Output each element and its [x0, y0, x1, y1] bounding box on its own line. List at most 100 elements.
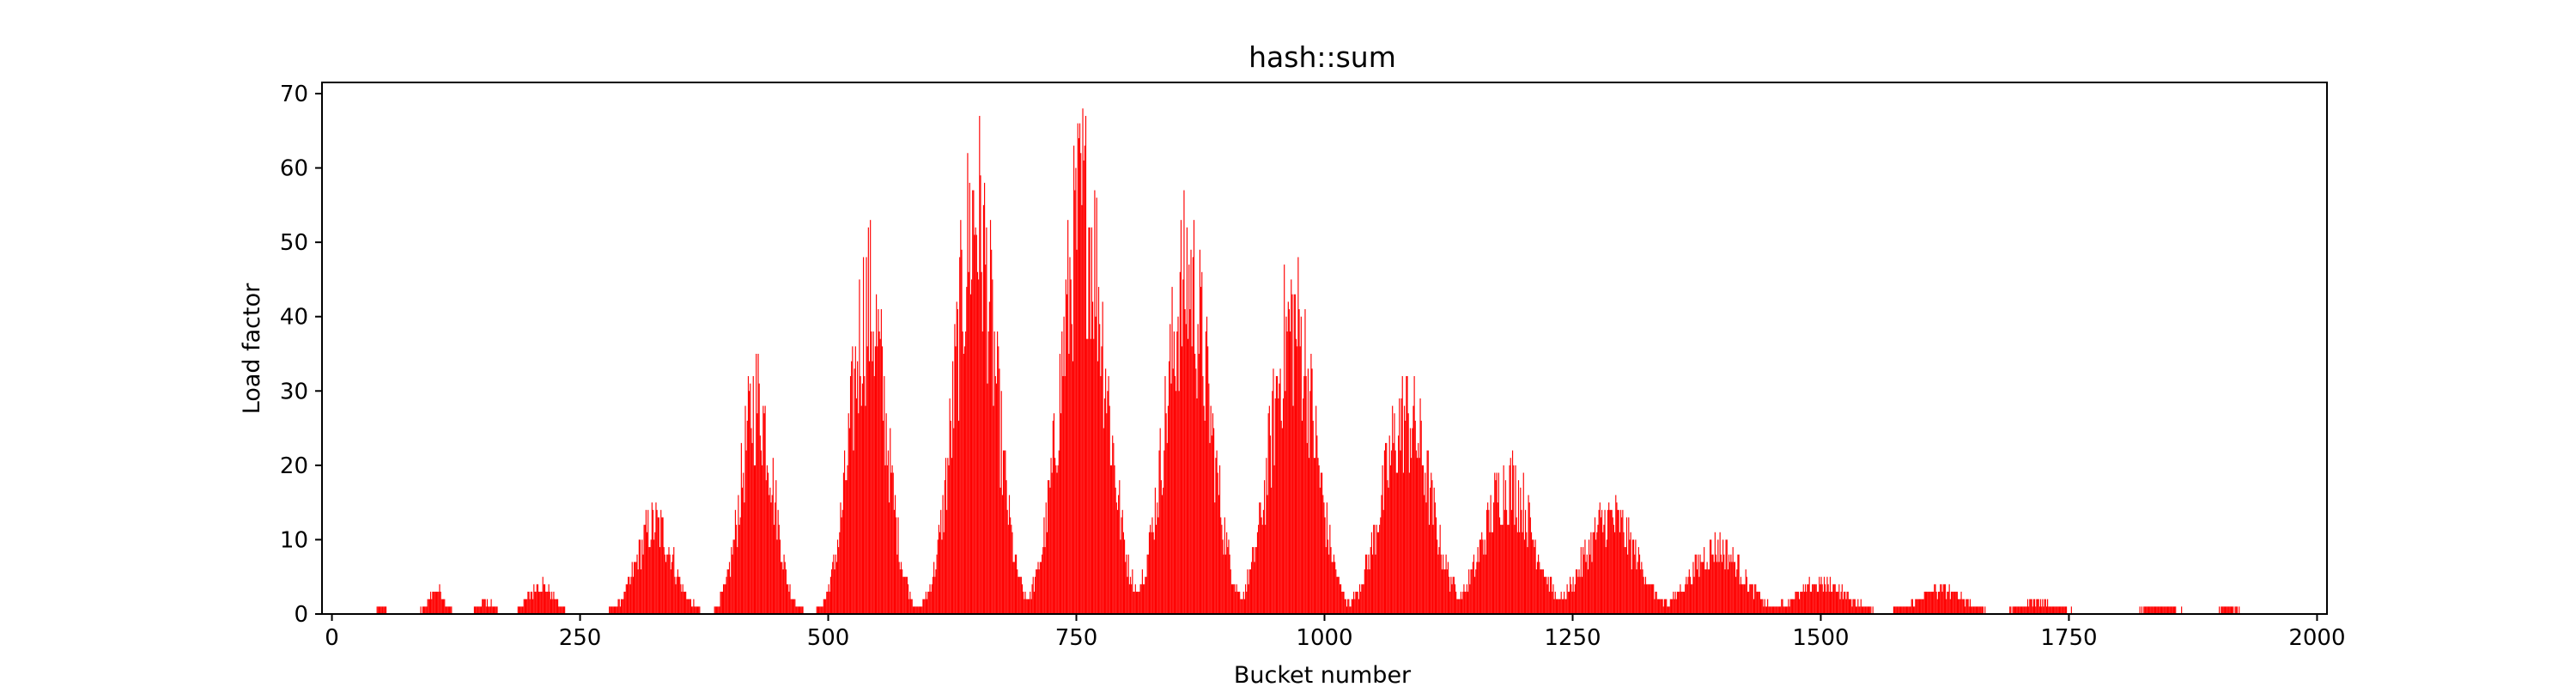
- bar: [488, 606, 489, 614]
- bar: [1953, 592, 1955, 614]
- bar: [1648, 584, 1649, 614]
- bar: [1759, 592, 1760, 614]
- bar: [654, 532, 656, 614]
- bar: [1633, 539, 1635, 614]
- bar: [1033, 592, 1035, 614]
- bar: [425, 606, 427, 614]
- bar: [1716, 562, 1718, 614]
- bar: [490, 599, 492, 614]
- bar: [1220, 517, 1222, 614]
- bar: [1216, 450, 1218, 614]
- bar: [1976, 606, 1978, 614]
- bar: [1202, 375, 1204, 614]
- bar: [2224, 606, 2227, 614]
- bar: [1045, 502, 1047, 614]
- bar: [483, 599, 485, 614]
- bar: [1859, 606, 1861, 614]
- bar: [1393, 442, 1394, 614]
- bar: [2026, 606, 2027, 614]
- bar: [1309, 391, 1311, 614]
- bar: [943, 532, 945, 614]
- bar: [1494, 472, 1496, 614]
- bar: [849, 375, 852, 614]
- bar: [1350, 606, 1352, 614]
- bar: [1254, 562, 1255, 614]
- bar: [757, 353, 759, 614]
- bar: [696, 606, 697, 614]
- bar: [1596, 532, 1598, 614]
- bar: [2228, 606, 2230, 614]
- bar: [1939, 592, 1941, 614]
- bar: [1584, 539, 1586, 614]
- bar: [986, 227, 987, 614]
- bar: [1821, 584, 1823, 614]
- bar: [660, 509, 662, 614]
- bar: [753, 465, 755, 614]
- bar: [1232, 584, 1234, 614]
- bar: [624, 592, 626, 614]
- bar: [1935, 592, 1937, 614]
- bar: [1816, 592, 1819, 614]
- bar: [562, 606, 565, 614]
- bar: [1095, 316, 1097, 614]
- bar: [1529, 517, 1531, 614]
- bar: [1107, 391, 1109, 614]
- bar: [1018, 576, 1020, 614]
- bar: [1082, 108, 1084, 615]
- bar: [1660, 599, 1662, 614]
- bar: [1965, 599, 1967, 614]
- bar: [1540, 569, 1542, 614]
- bar: [1788, 599, 1789, 614]
- bar: [2036, 599, 2038, 614]
- bar: [1408, 472, 1410, 614]
- bar: [905, 576, 907, 614]
- bar: [2063, 606, 2065, 614]
- bar: [378, 606, 380, 614]
- bar: [476, 606, 477, 614]
- bar: [1733, 562, 1735, 614]
- bar: [972, 190, 974, 614]
- bar: [1479, 539, 1482, 614]
- bar: [859, 279, 860, 614]
- bar: [2139, 606, 2141, 614]
- bar: [1686, 584, 1688, 614]
- bar: [1647, 584, 1649, 614]
- bar: [1581, 576, 1583, 614]
- bar: [1744, 584, 1746, 614]
- bar: [739, 517, 741, 614]
- bar: [1625, 547, 1626, 614]
- bar: [855, 398, 858, 614]
- bar: [2236, 606, 2238, 614]
- bar: [1801, 592, 1803, 614]
- bar: [1214, 502, 1216, 614]
- bar: [2164, 606, 2166, 614]
- bar: [2018, 606, 2020, 614]
- bar: [1358, 599, 1359, 614]
- bar: [1777, 606, 1778, 614]
- bar: [1747, 592, 1749, 614]
- bar: [1249, 569, 1250, 614]
- bar: [556, 599, 557, 614]
- bar: [1774, 606, 1776, 614]
- bar: [718, 606, 720, 614]
- bar: [1672, 599, 1674, 614]
- bar: [1093, 338, 1095, 614]
- bar: [1794, 599, 1795, 614]
- bar: [1831, 592, 1832, 614]
- bar: [1496, 472, 1498, 614]
- bar: [1750, 584, 1752, 614]
- bar: [1178, 391, 1180, 614]
- bar: [1828, 592, 1830, 614]
- bar: [789, 584, 791, 614]
- bar: [899, 569, 901, 614]
- bar: [1209, 442, 1211, 614]
- bar: [734, 509, 737, 614]
- bar: [1669, 599, 1671, 614]
- bar: [1394, 450, 1396, 614]
- bar: [1689, 576, 1692, 614]
- bar: [645, 509, 647, 614]
- bar: [775, 480, 777, 614]
- bar: [633, 562, 635, 614]
- bar: [1155, 525, 1157, 614]
- bar: [2032, 606, 2033, 614]
